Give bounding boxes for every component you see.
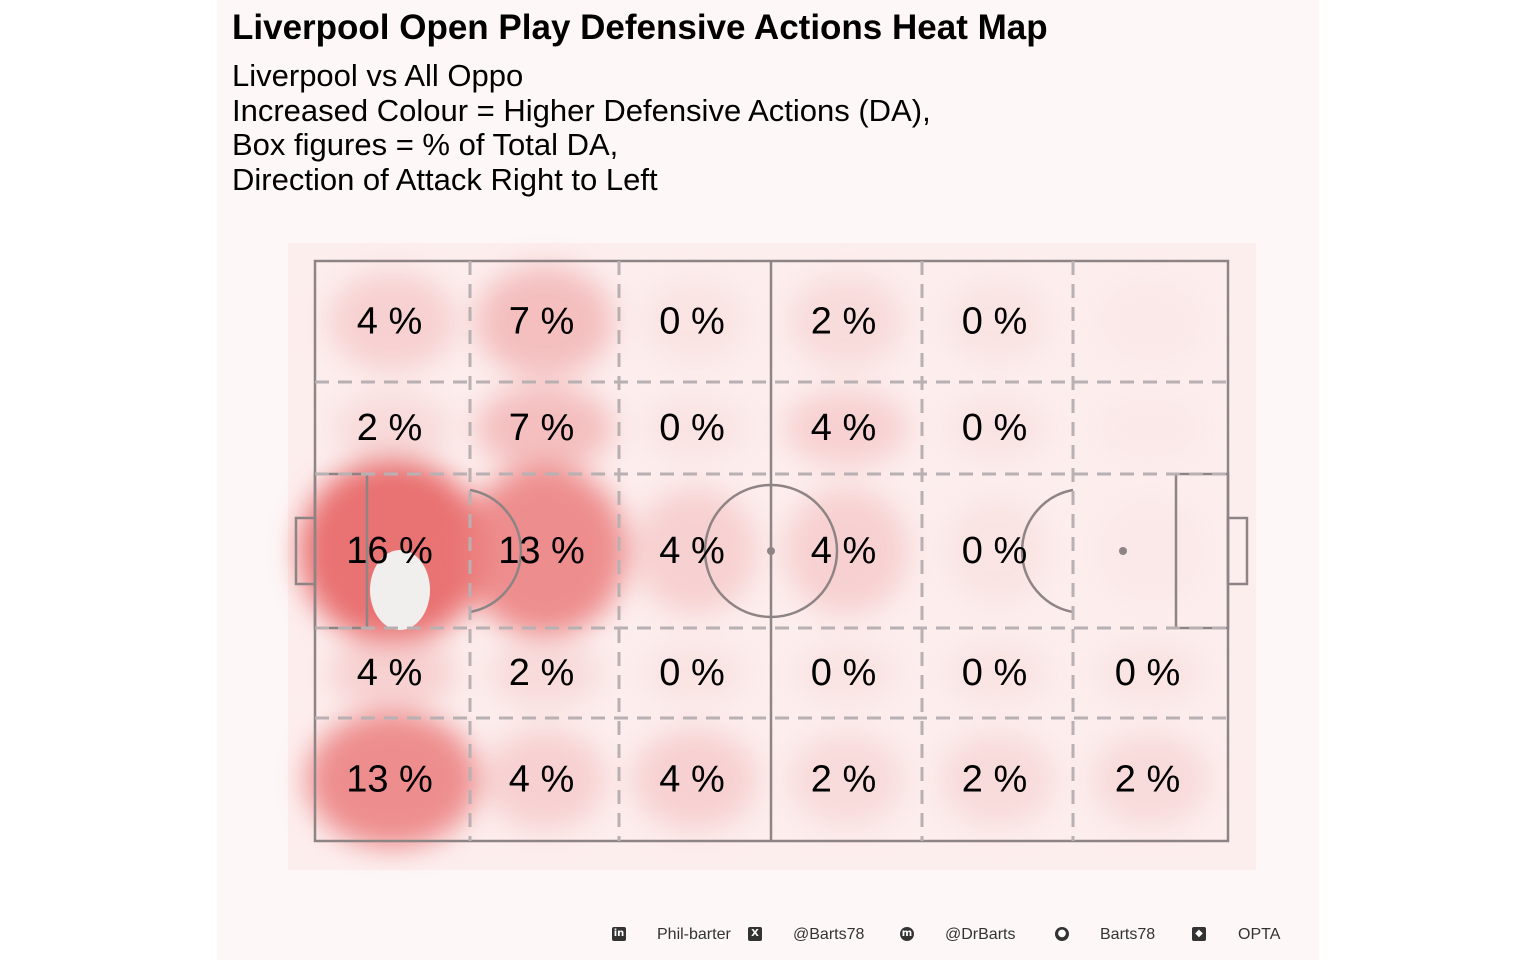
heat-cell-blob (784, 487, 909, 615)
heat-cell-blob (939, 732, 1056, 827)
heat-cell-blob (944, 641, 1051, 705)
heat-cell-blob (641, 279, 749, 364)
heat-cell-blob (632, 728, 758, 831)
cell-label: 2 % (811, 301, 876, 343)
cell-label: 4 % (357, 652, 422, 694)
cell-label: 13 % (498, 530, 585, 572)
density-layer (299, 265, 1210, 848)
heat-peak (370, 550, 430, 630)
heat-cell-blob (944, 279, 1051, 364)
cell-label: 4 % (509, 759, 574, 801)
footer-x-text: @Barts78 (793, 926, 865, 943)
cell-label: 0 % (962, 407, 1027, 449)
heat-cell-blob (487, 638, 602, 708)
heat-cell-blob (784, 390, 909, 466)
mastodon-icon: m (900, 927, 914, 941)
heat-cell-blob (788, 275, 905, 368)
cell-label: 7 % (509, 407, 574, 449)
cell-label: 2 % (1115, 759, 1180, 801)
cell-label: 0 % (962, 530, 1027, 572)
heat-cell-blob (1096, 279, 1205, 364)
heat-cell-blob (328, 271, 457, 372)
zone-grid (315, 261, 1228, 841)
cell-label: 0 % (659, 407, 724, 449)
heat-cell-blob (1091, 732, 1210, 827)
footer-source-text: OPTA (1238, 926, 1281, 943)
cell-label: 4 % (811, 407, 876, 449)
heat-cell-blob (1096, 497, 1205, 605)
heat-cell-blob (944, 395, 1051, 461)
chart-title: Liverpool Open Play Defensive Actions He… (232, 8, 1048, 47)
heat-cell-blob (476, 385, 613, 471)
cell-label: 13 % (346, 759, 433, 801)
right-penalty-spot (1119, 547, 1127, 555)
centre-circle (703, 483, 839, 619)
heat-cell-blob (328, 635, 457, 711)
right-penalty-arc (1020, 488, 1074, 614)
dropbox-icon: ◆ (1192, 927, 1206, 941)
left-goal (294, 516, 317, 586)
cell-label: 2 % (962, 759, 1027, 801)
footer-linkedin-text: Phil-barter (657, 926, 731, 943)
centre-spot (767, 547, 775, 555)
heat-cell-blob (944, 497, 1051, 605)
heat-cell-blob (641, 641, 749, 705)
cell-label: 0 % (1115, 652, 1180, 694)
cell-label: 2 % (509, 652, 574, 694)
heat-cell-blob (641, 395, 749, 461)
cell-label: 4 % (811, 530, 876, 572)
cell-label: 4 % (659, 759, 724, 801)
cell-label: 0 % (659, 652, 724, 694)
cell-label: 4 % (659, 530, 724, 572)
subtitle-line-1: Liverpool vs All Oppo (232, 58, 524, 93)
footer-github-text: Barts78 (1100, 926, 1156, 943)
footer-mastodon-text: @DrBarts (945, 926, 1016, 943)
subtitle-line-3: Box figures = % of Total DA, (232, 127, 619, 162)
x-twitter-icon: X (748, 927, 762, 941)
cell-label: 0 % (962, 652, 1027, 694)
right-goal (1226, 516, 1249, 586)
heat-cell-blob (1096, 641, 1205, 705)
heat-cell-blob (793, 641, 900, 705)
heat-cell-blob (483, 728, 606, 831)
cell-label: 7 % (509, 301, 574, 343)
left-penalty-arc (469, 488, 523, 614)
cell-label: 0 % (811, 652, 876, 694)
cell-label: 2 % (811, 759, 876, 801)
heat-cell-blob (1096, 395, 1205, 461)
cell-label: 0 % (962, 301, 1027, 343)
heat-cell-blob (333, 392, 452, 464)
subtitle-line-4: Direction of Attack Right to Left (232, 162, 658, 197)
heat-cell-blob (306, 711, 479, 848)
cell-label: 4 % (357, 301, 422, 343)
cell-label: 0 % (659, 301, 724, 343)
cell-label: 16 % (346, 530, 433, 572)
heat-cell-blob (299, 458, 486, 644)
linkedin-icon: in (612, 927, 626, 941)
github-icon: ● (1055, 927, 1069, 941)
heat-cell-blob (632, 487, 758, 615)
cell-label: 2 % (357, 407, 422, 449)
subtitle-line-2: Increased Colour = Higher Defensive Acti… (232, 93, 931, 128)
footer: in Phil-barter X @Barts78 m @DrBarts ● B… (600, 924, 1300, 948)
cell-labels: 4 % 7 % 0 % 2 % 0 % 2 % 7 % 0 % 4 % 0 % 16 % 13 % 4 … (346, 301, 1180, 801)
heat-cell-blob (476, 265, 613, 378)
heat-cell-blob (788, 732, 905, 827)
